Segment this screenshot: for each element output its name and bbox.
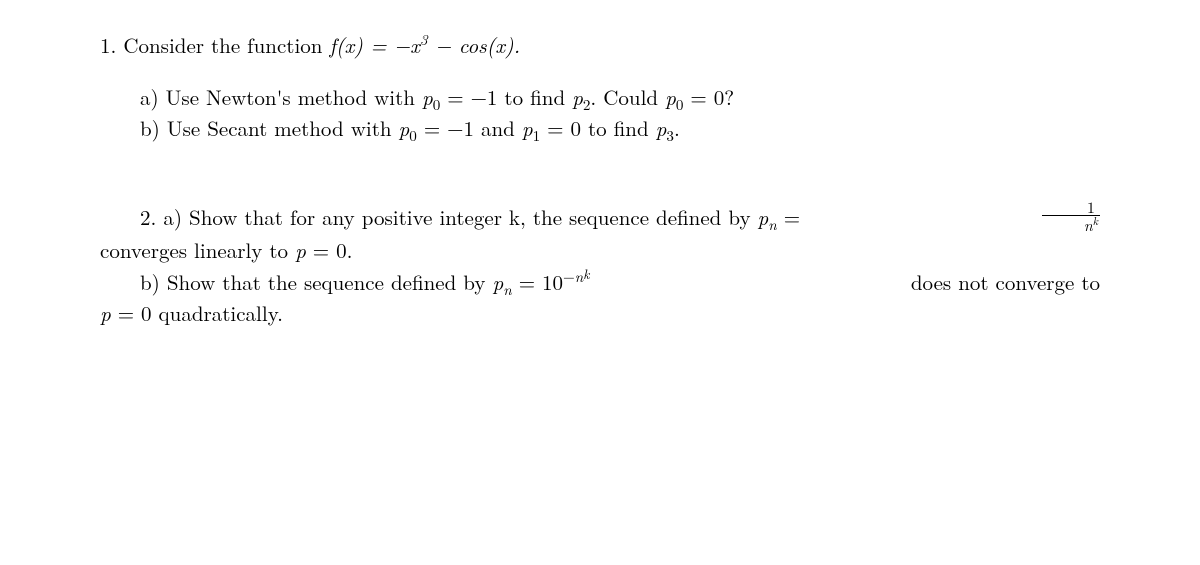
problem-1-function: f(x) = −x3 − cos(x).: [329, 30, 520, 60]
problem-1-intro-text: Consider the function: [123, 30, 329, 60]
problem-2b-pre: Show that the sequence defined by: [167, 267, 493, 297]
problem-1a-text-pre: Use Newton's method with: [166, 82, 422, 112]
problem-2b-end: quadratically.: [152, 298, 283, 328]
problem-2a-eq: =: [777, 202, 800, 232]
problem-2b-after: does not converge to: [911, 267, 1100, 299]
problem-1b-p1: p1 = 0: [522, 113, 581, 143]
problem-1-number: 1.: [100, 30, 116, 60]
problem-2a-label: a): [163, 202, 182, 232]
problem-2b-line1: b) Show that the sequence defined by pn …: [100, 267, 1100, 299]
problem-1b-mid: and: [474, 113, 522, 143]
problem-2a: 2. a) Show that for any positive integer…: [100, 200, 1100, 267]
problem-1b-p0: p0 = −1: [399, 113, 474, 143]
problem-1b-label: b): [140, 113, 160, 143]
problem-1a-label: a): [140, 82, 159, 112]
problem-1a-mid: to find: [497, 82, 572, 112]
problem-1a: a) Use Newton's method with p0 = −1 to f…: [140, 82, 1100, 114]
problem-1a-p2: p2: [572, 82, 590, 112]
problem-1b-end: .: [674, 113, 680, 143]
problem-1b-after: to find: [581, 113, 656, 143]
problem-2b-p: p = 0: [100, 298, 152, 328]
frac-denominator: nk: [1042, 216, 1100, 233]
problem-1-subparts: a) Use Newton's method with p0 = −1 to f…: [100, 82, 1100, 145]
problem-2b-eq: =: [512, 267, 542, 297]
problem-2a-pn: pn: [758, 202, 777, 232]
problem-2b-pn: pn: [492, 267, 511, 297]
problem-2a-end: .: [347, 235, 353, 265]
problem-1b-p3: p3: [656, 113, 674, 143]
problem-2: 2. a) Show that for any positive integer…: [100, 200, 1100, 330]
problem-1b-text-pre: Use Secant method with: [167, 113, 399, 143]
problem-2a-line1: 2. a) Show that for any positive integer…: [100, 200, 1100, 236]
problem-1a-p0q: p0 = 0?: [665, 82, 734, 112]
problem-2a-pre: Show that for any positive integer k, th…: [189, 202, 758, 232]
problem-2-number: 2.: [140, 202, 156, 232]
problem-1a-after: . Could: [590, 82, 665, 112]
problem-2b: b) Show that the sequence defined by pn …: [100, 267, 1100, 330]
problem-2b-exp: 10−nk: [542, 267, 590, 297]
problem-2b-line2: p = 0 quadratically.: [100, 298, 1100, 330]
problem-2b-label: b): [140, 267, 160, 297]
problem-1b: b) Use Secant method with p0 = −1 and p1…: [140, 113, 1100, 145]
problem-2a-p: p = 0: [295, 235, 347, 265]
problem-1a-p0: p0 = −1: [422, 82, 497, 112]
problem-2a-fraction: 1 nk: [1042, 198, 1100, 234]
problem-1: 1. Consider the function f(x) = −x3 − co…: [100, 30, 1100, 145]
problem-2a-conv: converges linearly to: [100, 235, 295, 265]
problem-2a-line2: converges linearly to p = 0.: [100, 235, 1100, 267]
problem-1-heading: 1. Consider the function f(x) = −x3 − co…: [100, 30, 1100, 62]
